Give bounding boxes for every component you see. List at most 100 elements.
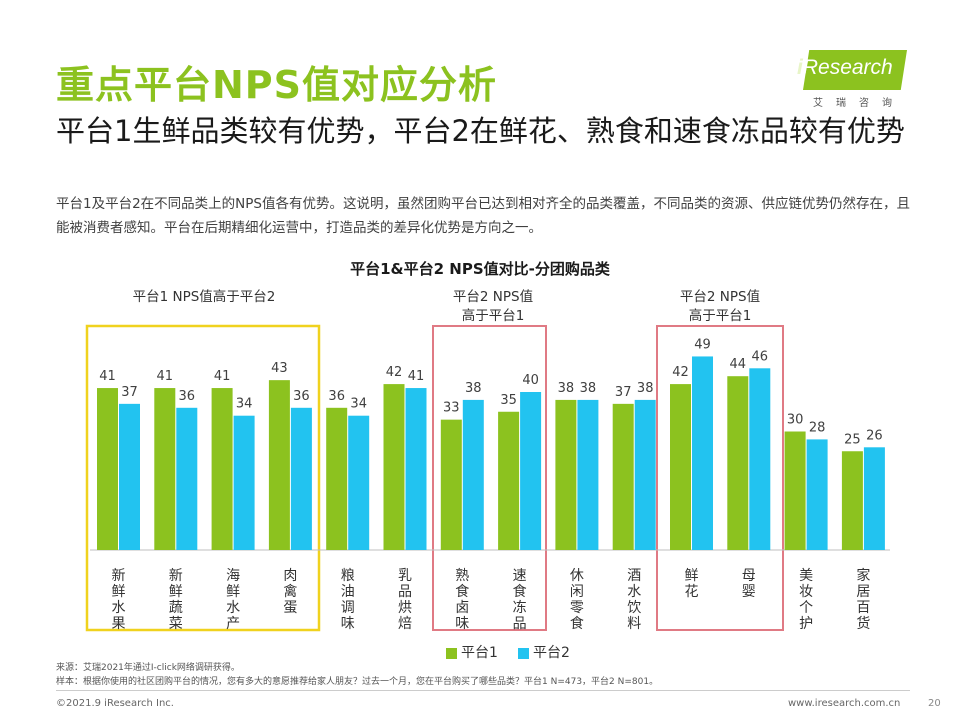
category-label-12-char-0: 美 [799, 568, 813, 584]
sample-note: 样本：根据你使用的社区团购平台的情况，您有多大的意愿推荐给家人朋友？过去一个月，… [56, 677, 659, 687]
category-label-10-char-0: 鲜 [685, 568, 699, 584]
category-label-4-char-2: 调 [341, 600, 355, 616]
bar-platform2-0 [119, 403, 140, 550]
category-label-0-char-0: 新 [112, 568, 126, 584]
data-label-platform1-7: 35 [500, 393, 517, 408]
category-label-0-char-3: 果 [112, 616, 126, 632]
category-label-5-char-2: 烘 [398, 600, 412, 616]
category-label-4-char-3: 味 [341, 616, 355, 632]
source-note: 来源：艾瑞2021年通过I-click网络调研获得。 [56, 663, 240, 673]
bar-platform1-1 [154, 388, 176, 550]
bar-platform2-5 [405, 388, 427, 550]
data-label-platform2-9: 38 [637, 381, 654, 396]
bar-platform1-0 [97, 388, 118, 550]
data-label-platform1-10: 42 [672, 365, 689, 380]
data-label-platform2-13: 26 [866, 428, 883, 443]
category-label-13-char-0: 家 [856, 567, 870, 584]
category-label-2-char-3: 产 [226, 616, 240, 632]
footer-website: www.iresearch.com.cn [788, 698, 901, 709]
data-label-platform1-8: 38 [558, 381, 575, 396]
category-label-8-char-2: 零 [570, 600, 584, 616]
legend-item-platform2: 平台2 [518, 642, 570, 662]
category-label-5-char-0: 乳 [398, 568, 412, 584]
category-label-4-char-1: 油 [341, 584, 355, 600]
category-label-0-char-2: 水 [112, 600, 126, 616]
data-label-platform1-2: 41 [214, 369, 231, 384]
bar-platform2-1 [176, 407, 198, 550]
bar-platform1-5 [383, 384, 405, 550]
data-label-platform2-5: 41 [408, 369, 425, 384]
category-label-9-char-0: 酒 [627, 568, 641, 584]
data-label-platform2-7: 40 [522, 373, 539, 388]
page-number: 20 [928, 698, 941, 709]
chart-title: 平台1&平台2 NPS值对比-分团购品类 [350, 260, 610, 278]
category-label-3-char-0: 肉 [283, 568, 297, 584]
category-label-1-char-2: 蔬 [169, 600, 183, 616]
data-label-platform2-6: 38 [465, 381, 482, 396]
data-label-platform1-5: 42 [386, 365, 403, 380]
footer-divider [56, 690, 910, 691]
legend-swatch-platform2 [518, 647, 529, 659]
bar-platform1-13 [841, 451, 863, 550]
bar-platform1-9 [612, 403, 634, 550]
data-label-platform1-9: 37 [615, 385, 632, 400]
logo-background [803, 50, 907, 90]
data-label-platform2-1: 36 [179, 389, 196, 404]
category-label-12-char-2: 个 [799, 600, 813, 616]
group-label-platform2-b: 平台2 NPS值 高于平台1 [679, 289, 761, 324]
category-label-13-char-2: 百 [856, 600, 870, 616]
category-label-4-char-0: 粮 [341, 568, 355, 584]
category-label-6-char-2: 卤 [455, 600, 469, 616]
group-label-platform1: 平台1 NPS值高于平台2 [132, 289, 276, 305]
category-label-12-char-1: 妆 [799, 584, 813, 600]
category-label-7-char-0: 速 [513, 568, 527, 584]
bar-platform1-12 [784, 431, 806, 550]
bar-platform1-3 [268, 380, 290, 550]
bar-platform2-10 [692, 356, 713, 550]
bar-platform1-11 [727, 376, 749, 550]
data-label-platform2-4: 34 [350, 397, 367, 412]
bar-platform1-7 [498, 411, 520, 550]
data-label-platform1-3: 43 [271, 361, 288, 376]
data-label-platform2-12: 28 [809, 420, 826, 435]
category-label-11-char-0: 母 [742, 568, 756, 584]
iresearch-logo: iResearch 艾瑞咨询 [793, 50, 913, 109]
page-title: 重点平台NPS值对应分析 [56, 63, 498, 107]
bar-platform1-2 [211, 388, 233, 550]
data-label-platform2-0: 37 [121, 385, 138, 400]
category-label-9-char-3: 料 [627, 616, 641, 632]
data-label-platform1-4: 36 [328, 389, 345, 404]
category-label-5-char-3: 焙 [398, 616, 412, 632]
bar-platform2-7 [520, 392, 542, 550]
category-label-7-char-1: 食 [513, 583, 527, 600]
category-label-2-char-1: 鲜 [226, 584, 240, 600]
category-label-8-char-0: 休 [570, 568, 584, 584]
category-label-6-char-1: 食 [455, 583, 469, 600]
bar-platform2-9 [634, 399, 656, 550]
data-label-platform1-0: 41 [99, 369, 116, 384]
group-label-platform2-a: 平台2 NPS值 高于平台1 [452, 289, 534, 324]
logo-chinese: 艾瑞咨询 [813, 98, 905, 109]
category-label-11-char-1: 婴 [742, 584, 756, 600]
page-subtitle: 平台1生鲜品类较有优势，平台2在鲜花、熟食和速食冻品较有优势 [56, 114, 905, 148]
bar-platform2-13 [863, 447, 885, 550]
data-label-platform2-3: 36 [293, 389, 310, 404]
bar-platform2-8 [577, 399, 599, 550]
category-label-1-char-3: 菜 [169, 616, 183, 632]
category-label-5-char-1: 品 [398, 584, 412, 600]
category-label-1-char-1: 鲜 [169, 584, 183, 600]
category-label-9-char-2: 饮 [627, 600, 641, 616]
data-label-platform1-12: 30 [787, 413, 804, 428]
category-label-8-char-3: 食 [570, 615, 584, 632]
category-label-3-char-2: 蛋 [283, 600, 297, 616]
bar-platform1-8 [555, 399, 577, 550]
category-label-6-char-0: 熟 [455, 568, 469, 584]
highlight-box-platform2-flowers [656, 325, 784, 631]
data-label-platform2-8: 38 [580, 381, 597, 396]
category-label-8-char-1: 闲 [570, 584, 584, 600]
category-label-7-char-3: 品 [513, 616, 527, 632]
bar-platform2-4 [348, 415, 370, 550]
bar-platform2-12 [806, 439, 828, 550]
bar-platform1-10 [670, 384, 691, 550]
